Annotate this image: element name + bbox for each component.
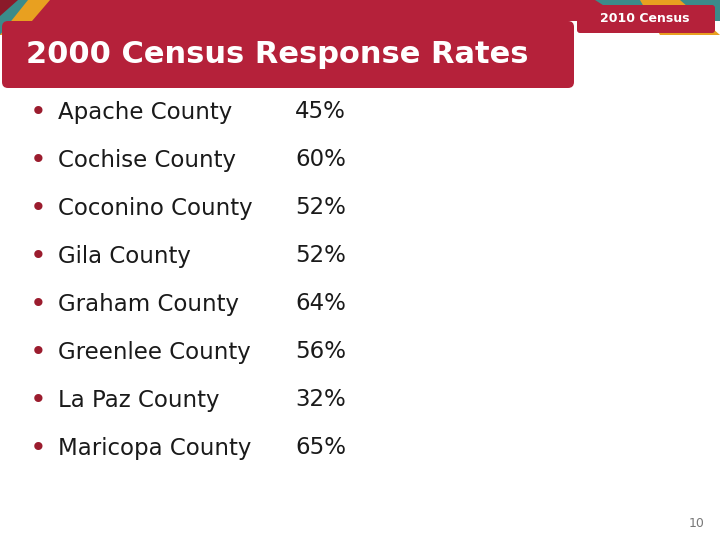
Polygon shape bbox=[0, 0, 18, 16]
FancyBboxPatch shape bbox=[577, 5, 715, 33]
Text: •: • bbox=[30, 98, 46, 126]
Polygon shape bbox=[640, 0, 720, 35]
Text: 65%: 65% bbox=[295, 436, 346, 460]
Text: 32%: 32% bbox=[295, 388, 346, 411]
Text: •: • bbox=[30, 290, 46, 318]
Text: 64%: 64% bbox=[295, 293, 346, 315]
Text: 45%: 45% bbox=[295, 100, 346, 124]
Polygon shape bbox=[0, 0, 38, 35]
Text: Coconino County: Coconino County bbox=[58, 197, 253, 219]
FancyBboxPatch shape bbox=[2, 21, 574, 88]
Text: •: • bbox=[30, 338, 46, 366]
Text: Graham County: Graham County bbox=[58, 293, 239, 315]
Text: 2000 Census Response Rates: 2000 Census Response Rates bbox=[26, 40, 528, 69]
Text: Cochise County: Cochise County bbox=[58, 148, 236, 172]
FancyBboxPatch shape bbox=[529, 21, 720, 88]
Text: Apache County: Apache County bbox=[58, 100, 233, 124]
Text: •: • bbox=[30, 146, 46, 174]
Text: •: • bbox=[30, 194, 46, 222]
Text: 10: 10 bbox=[689, 517, 705, 530]
Text: La Paz County: La Paz County bbox=[58, 388, 220, 411]
Text: 52%: 52% bbox=[295, 197, 346, 219]
Text: •: • bbox=[30, 242, 46, 270]
Text: •: • bbox=[30, 386, 46, 414]
Text: 60%: 60% bbox=[295, 148, 346, 172]
Text: 52%: 52% bbox=[295, 245, 346, 267]
Text: Greenlee County: Greenlee County bbox=[58, 341, 251, 363]
Text: Maricopa County: Maricopa County bbox=[58, 436, 251, 460]
Text: Gila County: Gila County bbox=[58, 245, 191, 267]
Text: •: • bbox=[30, 434, 46, 462]
Polygon shape bbox=[0, 0, 50, 35]
Text: 56%: 56% bbox=[295, 341, 346, 363]
Polygon shape bbox=[595, 0, 720, 35]
Bar bbox=[0, 0, 720, 35]
Text: 2010 Census: 2010 Census bbox=[600, 12, 690, 25]
